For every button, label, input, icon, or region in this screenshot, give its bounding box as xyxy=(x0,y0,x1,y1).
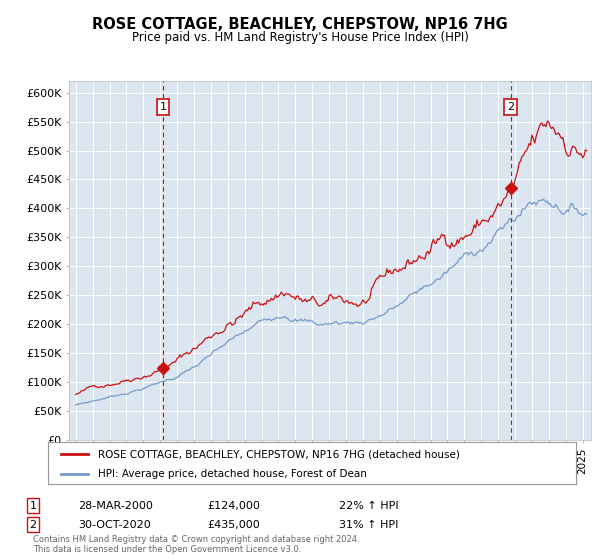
Text: £124,000: £124,000 xyxy=(207,501,260,511)
Text: Price paid vs. HM Land Registry's House Price Index (HPI): Price paid vs. HM Land Registry's House … xyxy=(131,31,469,44)
Text: ROSE COTTAGE, BEACHLEY, CHEPSTOW, NP16 7HG (detached house): ROSE COTTAGE, BEACHLEY, CHEPSTOW, NP16 7… xyxy=(98,449,460,459)
Text: 1: 1 xyxy=(29,501,37,511)
Text: 31% ↑ HPI: 31% ↑ HPI xyxy=(339,520,398,530)
Text: 28-MAR-2000: 28-MAR-2000 xyxy=(78,501,153,511)
Text: 30-OCT-2020: 30-OCT-2020 xyxy=(78,520,151,530)
Text: Contains HM Land Registry data © Crown copyright and database right 2024.
This d: Contains HM Land Registry data © Crown c… xyxy=(33,535,359,554)
Text: 2: 2 xyxy=(29,520,37,530)
Text: 22% ↑ HPI: 22% ↑ HPI xyxy=(339,501,398,511)
Text: 1: 1 xyxy=(160,102,167,112)
Text: ROSE COTTAGE, BEACHLEY, CHEPSTOW, NP16 7HG: ROSE COTTAGE, BEACHLEY, CHEPSTOW, NP16 7… xyxy=(92,17,508,32)
Text: 2: 2 xyxy=(507,102,514,112)
Text: £435,000: £435,000 xyxy=(207,520,260,530)
Text: HPI: Average price, detached house, Forest of Dean: HPI: Average price, detached house, Fore… xyxy=(98,469,367,479)
